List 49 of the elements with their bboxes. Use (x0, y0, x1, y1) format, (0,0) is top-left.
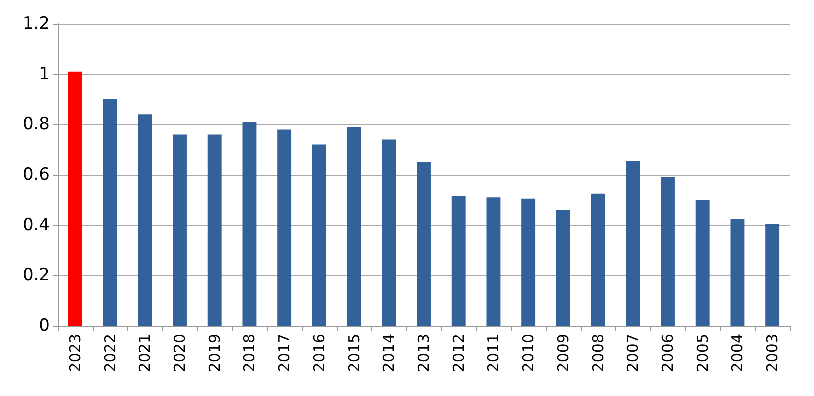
bar (347, 127, 362, 326)
x-tick-label: 2015 (345, 334, 364, 372)
x-tick-label: 2018 (240, 334, 259, 372)
x-tick-label: 2003 (764, 334, 782, 372)
x-tick-label: 2012 (450, 334, 468, 372)
bar (417, 162, 431, 326)
bar (556, 210, 570, 326)
bar (68, 72, 82, 326)
x-tick-label: 2011 (484, 334, 503, 372)
bar (382, 140, 396, 326)
y-tick-label: 1 (39, 64, 50, 84)
bar (173, 134, 187, 326)
x-tick-label: 2016 (310, 334, 328, 372)
x-tick-label: 2006 (659, 334, 677, 372)
x-tick-label: 2013 (415, 334, 433, 372)
x-tick-label: 2008 (589, 334, 608, 372)
bar (696, 200, 710, 326)
bar (278, 130, 292, 326)
x-tick-label: 2017 (276, 334, 294, 372)
bar (138, 114, 152, 326)
x-tick-label: 2023 (66, 334, 84, 372)
y-tick-label: 0.6 (22, 165, 50, 185)
bar (591, 194, 606, 326)
bar (766, 224, 780, 326)
bar (626, 161, 640, 326)
bar (242, 122, 257, 326)
x-tick-label: 2021 (136, 334, 154, 372)
x-tick-label: 2019 (206, 334, 224, 372)
bar (486, 198, 501, 326)
y-tick-label: 0.8 (22, 114, 50, 135)
bar (522, 198, 536, 326)
y-tick-label: 0 (39, 316, 50, 336)
x-tick-label: 2005 (694, 334, 712, 372)
y-tick-label: 1.2 (22, 14, 50, 34)
x-tick-label: 2022 (101, 334, 120, 372)
x-tick-label: 2010 (520, 334, 538, 372)
bar (103, 100, 118, 326)
bar (452, 196, 466, 326)
x-tick-label: 2009 (554, 334, 572, 372)
x-tick-label: 2004 (728, 334, 747, 372)
bar (312, 144, 326, 326)
bar (661, 178, 675, 326)
bar (208, 134, 222, 326)
x-tick-label: 2007 (624, 334, 642, 372)
x-tick-label: 2020 (171, 334, 189, 372)
y-tick-label: 0.4 (22, 215, 50, 236)
bar (730, 219, 745, 326)
x-tick-label: 2014 (380, 334, 398, 372)
y-tick-label: 0.2 (22, 266, 50, 286)
